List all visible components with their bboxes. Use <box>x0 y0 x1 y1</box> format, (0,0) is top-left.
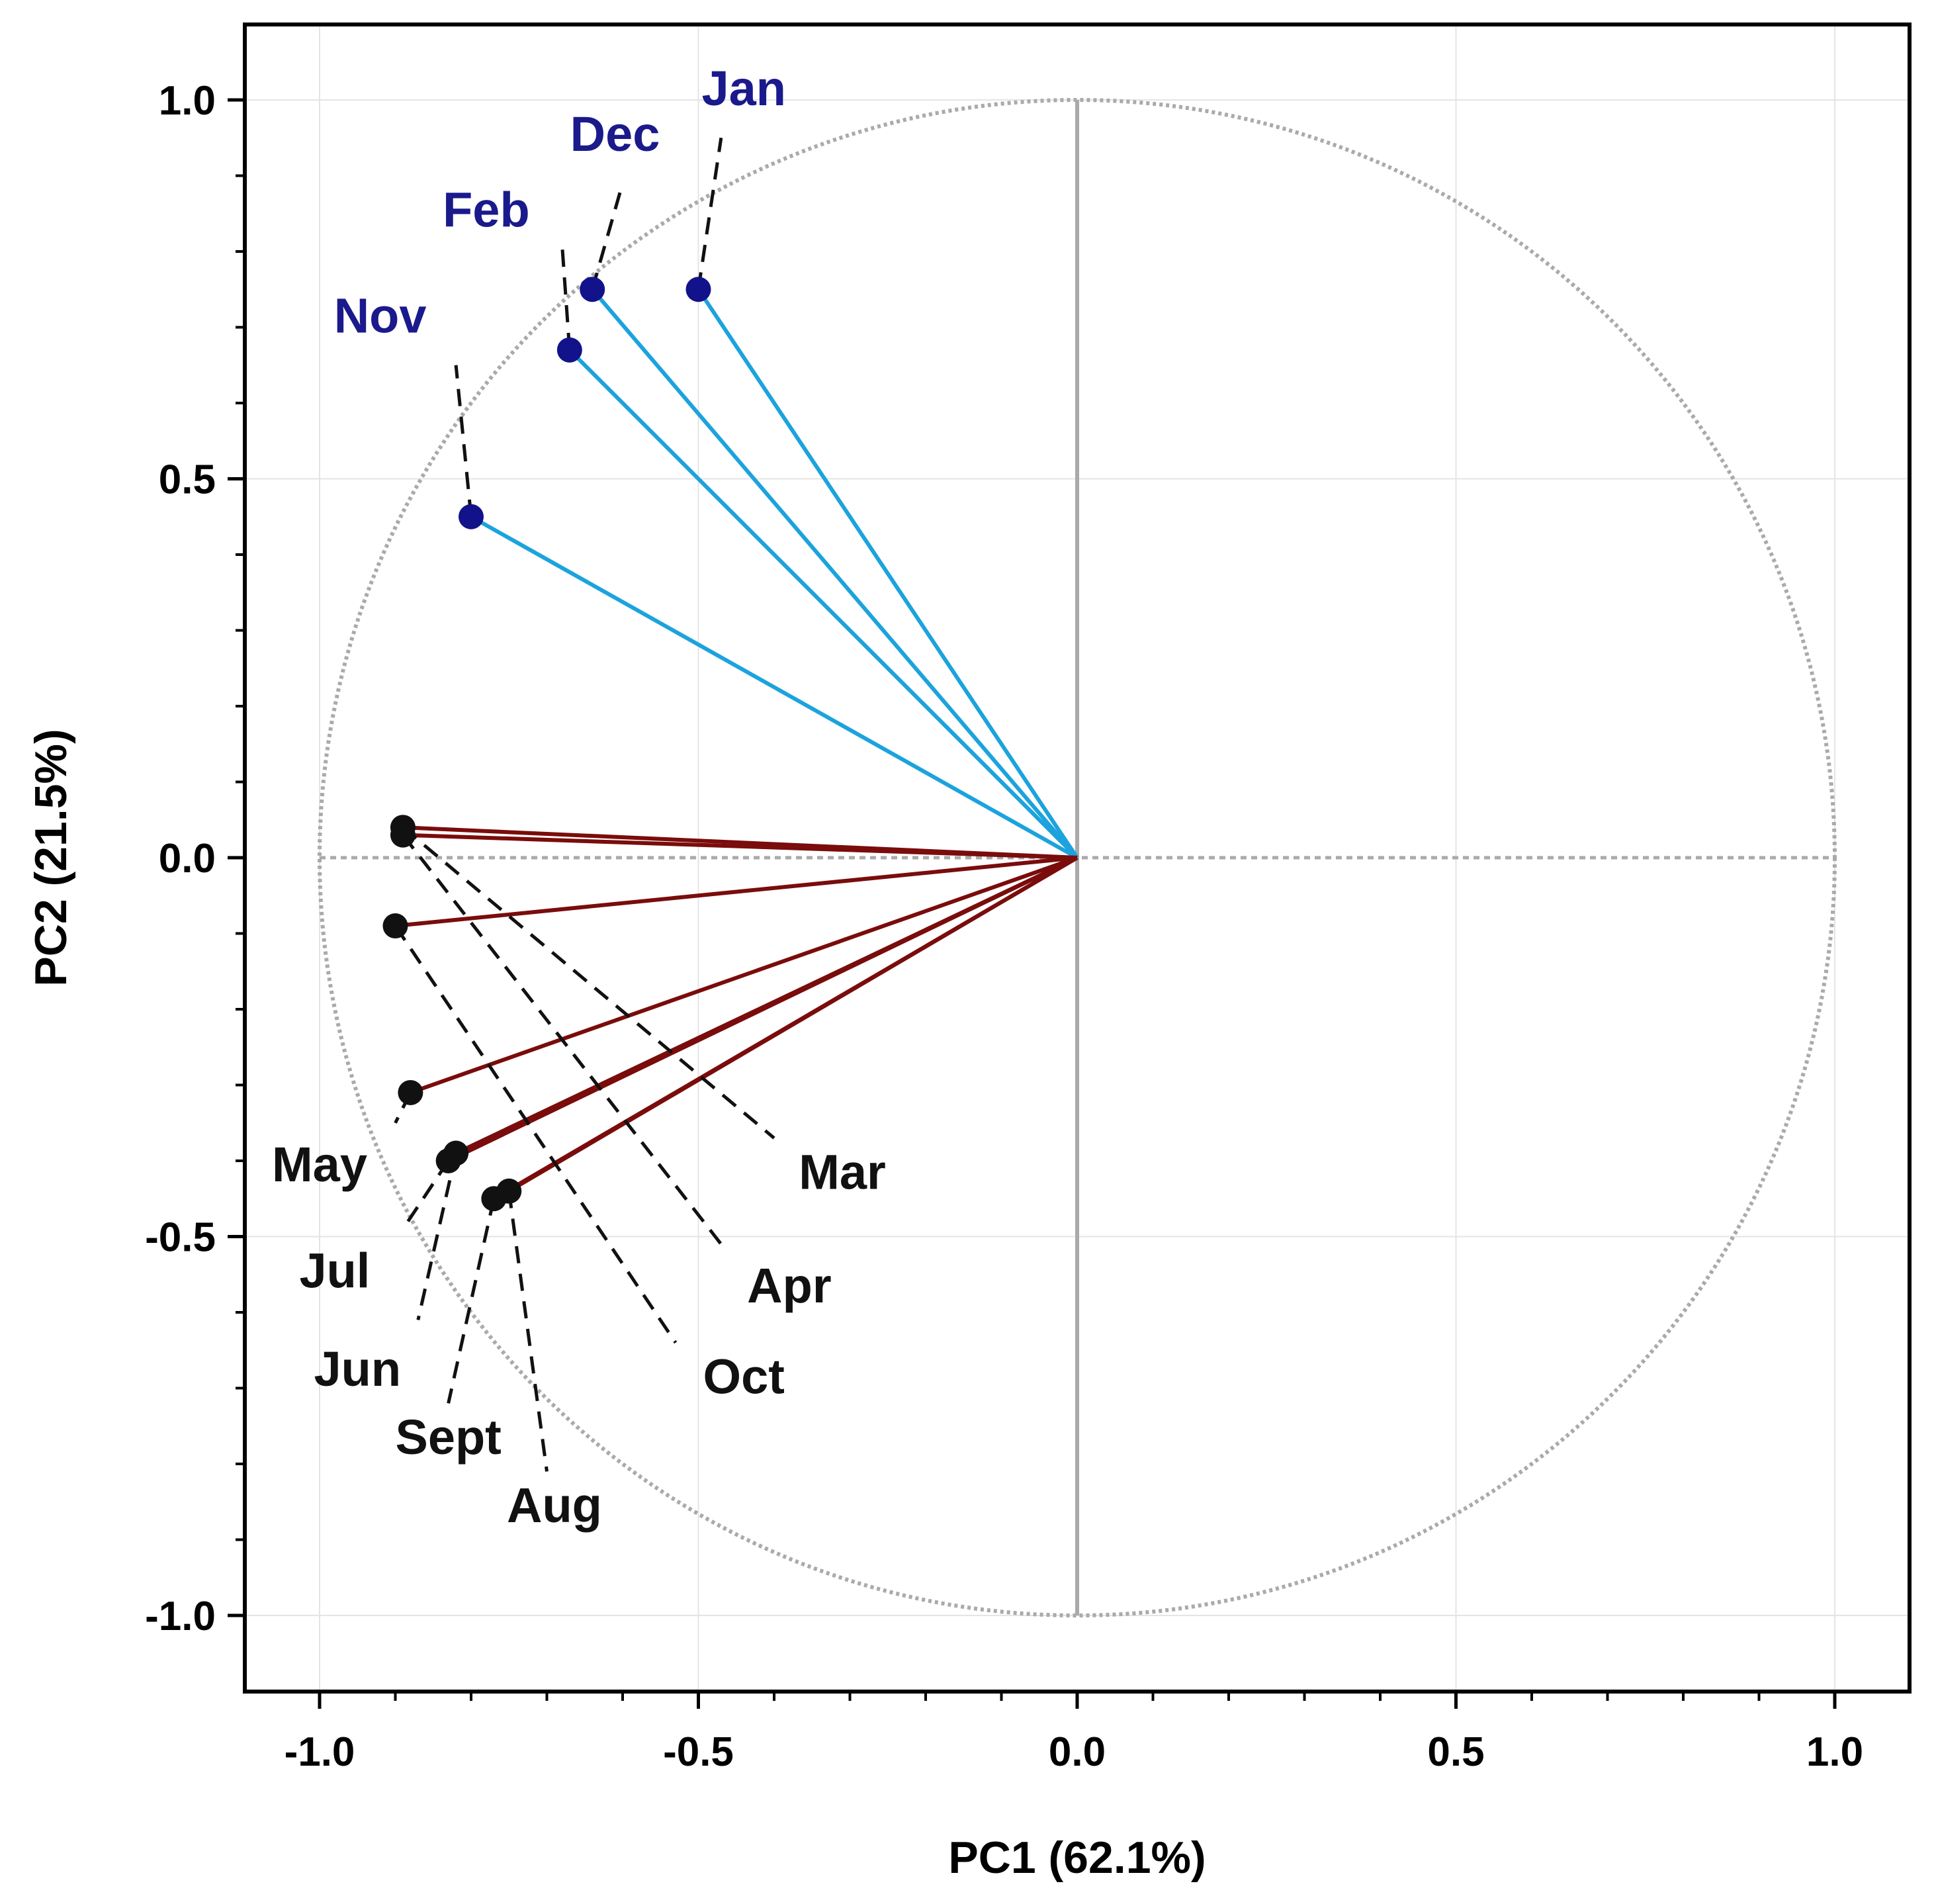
x-tick-label: -0.5 <box>663 1729 734 1775</box>
vector-nov <box>470 515 1078 860</box>
vector-apr <box>402 833 1078 860</box>
y-axis-title: PC2 (21.5%) <box>26 729 76 986</box>
vector-dec <box>590 288 1079 859</box>
point-aug <box>496 1178 522 1204</box>
label-nov: Nov <box>334 289 427 343</box>
leader-oct <box>394 925 678 1344</box>
label-jun: Jun <box>314 1341 401 1396</box>
label-jan: Jan <box>701 61 786 116</box>
y-tick-label: -0.5 <box>145 1215 216 1261</box>
leader-mar <box>402 826 775 1140</box>
point-jun <box>443 1140 469 1166</box>
label-jul: Jul <box>299 1243 370 1298</box>
x-tick-label: 1.0 <box>1806 1729 1863 1775</box>
label-may: May <box>272 1137 367 1192</box>
point-may <box>398 1079 423 1105</box>
x-tick-label: 0.0 <box>1049 1729 1106 1775</box>
label-sept: Sept <box>395 1410 501 1465</box>
label-apr: Apr <box>747 1258 831 1313</box>
leader-jan <box>697 137 723 290</box>
leader-dec <box>590 183 625 290</box>
point-oct <box>382 913 408 939</box>
y-tick-label: 0.5 <box>159 457 216 503</box>
point-dec <box>580 277 605 302</box>
unit-circle-layer <box>318 98 1837 1617</box>
vector-oct <box>395 856 1078 929</box>
x-tick-label: -1.0 <box>285 1729 355 1775</box>
leader-nov <box>454 365 473 517</box>
y-tick-label: 1.0 <box>159 78 216 124</box>
y-tick-label: 0.0 <box>159 836 216 882</box>
leader-sept <box>447 1198 496 1404</box>
label-dec: Dec <box>570 107 660 161</box>
leader-feb <box>560 244 572 351</box>
point-feb <box>556 337 582 363</box>
label-oct: Oct <box>703 1349 785 1404</box>
point-apr <box>390 822 416 848</box>
vector-jan <box>697 288 1079 859</box>
leader-aug <box>507 1191 549 1472</box>
label-leader-lines <box>394 137 775 1472</box>
leader-jul <box>401 1159 450 1230</box>
unit-circle <box>318 98 1837 1617</box>
vector-aug <box>507 856 1078 1193</box>
x-axis-title: PC1 (62.1%) <box>948 1833 1206 1883</box>
axis-ticks: -1.0 -0.5 0.0 0.5 1.0 -1.0 -0.5 0.0 0.5 1.0 <box>145 78 1863 1775</box>
label-feb: Feb <box>443 182 530 237</box>
loading-vectors <box>395 288 1079 1201</box>
label-aug: Aug <box>507 1478 602 1533</box>
leader-apr <box>401 834 723 1246</box>
vector-feb <box>568 348 1079 860</box>
point-nov <box>459 504 484 529</box>
x-tick-label: 0.5 <box>1427 1729 1484 1775</box>
leader-jun <box>416 1152 458 1321</box>
point-jan <box>685 277 711 302</box>
label-mar: Mar <box>799 1144 886 1199</box>
vector-may <box>410 856 1078 1095</box>
y-tick-label: -1.0 <box>145 1594 216 1639</box>
vector-jun <box>455 856 1078 1156</box>
loading-points <box>382 277 711 1212</box>
